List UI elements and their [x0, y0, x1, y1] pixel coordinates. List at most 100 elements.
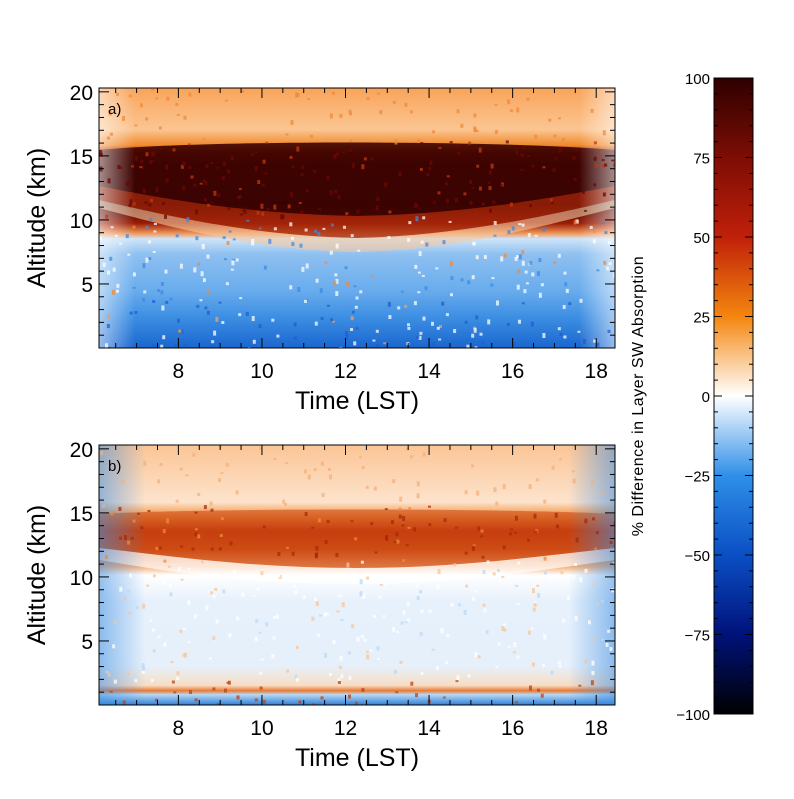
speckle-cell	[246, 219, 250, 222]
speckle-cell	[109, 132, 113, 136]
speckle-cell	[340, 674, 344, 679]
speckle-cell	[259, 671, 263, 675]
speckle-cell	[193, 183, 197, 187]
speckle-cell	[592, 583, 596, 586]
speckle-cell	[199, 299, 203, 302]
speckle-cell	[453, 329, 457, 333]
x-tick-label: 16	[501, 717, 524, 740]
speckle-cell	[110, 226, 114, 229]
colorbar: 100 75 50 25 0 −25 −50 −75 −100 % Difference in …	[630, 71, 754, 724]
speckle-cell	[301, 165, 305, 169]
speckle-cell	[197, 262, 201, 266]
speckle-cell	[314, 552, 318, 558]
speckle-cell	[532, 607, 536, 612]
speckle-cell	[392, 626, 396, 632]
x-tick-label: 8	[173, 717, 185, 740]
speckle-cell	[187, 143, 191, 146]
speckle-cell	[584, 520, 588, 524]
speckle-cell	[492, 572, 496, 576]
speckle-cell	[258, 324, 262, 328]
speckle-cell	[562, 305, 566, 309]
speckle-cell	[394, 139, 398, 145]
speckle-cell	[173, 691, 177, 694]
panel-b: 8 10 12 14 16 18 5 10 15 20 b) Time (LST) Altitud…	[23, 439, 616, 772]
speckle-cell	[337, 195, 341, 200]
speckle-cell	[179, 629, 183, 633]
speckle-cell	[227, 206, 231, 210]
speckle-cell	[152, 628, 156, 632]
speckle-cell	[252, 339, 256, 344]
x-tick-label: 8	[173, 360, 185, 383]
speckle-cell	[193, 267, 197, 273]
speckle-cell	[124, 535, 127, 541]
speckle-cell	[119, 242, 123, 245]
speckle-cell	[574, 149, 578, 152]
speckle-cell	[131, 165, 134, 168]
speckle-cell	[356, 636, 360, 642]
speckle-cell	[483, 608, 487, 613]
speckle-cell	[335, 291, 339, 296]
colorbar-ticks: 100 75 50 25 0 −25 −50 −75 −100	[676, 71, 753, 724]
speckle-cell	[116, 289, 119, 293]
speckle-cell	[398, 171, 402, 177]
speckle-cell	[108, 110, 112, 116]
speckle-cell	[162, 202, 166, 206]
speckle-cell	[106, 313, 110, 319]
speckle-cell	[456, 675, 460, 681]
speckle-cell	[613, 562, 615, 565]
speckle-cell	[337, 681, 341, 684]
speckle-cell	[163, 642, 167, 647]
speckle-cell	[209, 501, 213, 506]
speckle-cell	[522, 146, 526, 150]
speckle-cell	[119, 536, 123, 540]
speckle-cell	[573, 220, 577, 225]
speckle-cell	[183, 343, 187, 346]
speckle-cell	[129, 311, 133, 315]
speckle-cell	[151, 88, 155, 91]
speckle-cell	[178, 329, 182, 333]
speckle-cell	[149, 619, 153, 622]
speckle-cell	[217, 193, 221, 198]
speckle-cell	[236, 616, 240, 621]
speckle-cell	[528, 484, 532, 490]
speckle-cell	[531, 272, 535, 277]
panel-a-ylabel: Altitude (km)	[23, 148, 51, 288]
speckle-cell	[238, 313, 242, 317]
speckle-cell	[454, 197, 458, 203]
speckle-cell	[294, 336, 297, 340]
speckle-cell	[596, 269, 600, 272]
speckle-cell	[310, 134, 313, 138]
speckle-cell	[142, 666, 145, 671]
speckle-cell	[436, 584, 440, 590]
speckle-cell	[521, 223, 525, 227]
speckle-cell	[276, 614, 279, 619]
speckle-cell	[121, 479, 125, 484]
speckle-cell	[483, 255, 487, 259]
speckle-cell	[114, 234, 118, 237]
speckle-cell	[550, 670, 554, 675]
speckle-cell	[194, 528, 198, 531]
speckle-cell	[527, 630, 531, 635]
speckle-cell	[548, 118, 552, 122]
speckle-cell	[515, 701, 518, 704]
speckle-cell	[185, 474, 189, 477]
speckle-cell	[182, 185, 186, 191]
speckle-cell	[297, 286, 301, 292]
speckle-cell	[413, 301, 417, 306]
speckle-cell	[197, 534, 201, 539]
speckle-cell	[328, 467, 331, 471]
speckle-cell	[232, 238, 236, 241]
speckle-cell	[188, 92, 192, 97]
speckle-cell	[224, 688, 227, 693]
speckle-cell	[127, 589, 131, 593]
speckle-cell	[109, 690, 113, 693]
speckle-cell	[204, 198, 207, 202]
speckle-cell	[557, 253, 561, 258]
speckle-cell	[535, 478, 539, 482]
speckle-cell	[194, 532, 198, 537]
speckle-cell	[567, 596, 570, 601]
speckle-cell	[431, 648, 435, 651]
speckle-cell	[531, 662, 535, 667]
speckle-cell	[195, 236, 199, 241]
speckle-cell	[166, 518, 170, 524]
